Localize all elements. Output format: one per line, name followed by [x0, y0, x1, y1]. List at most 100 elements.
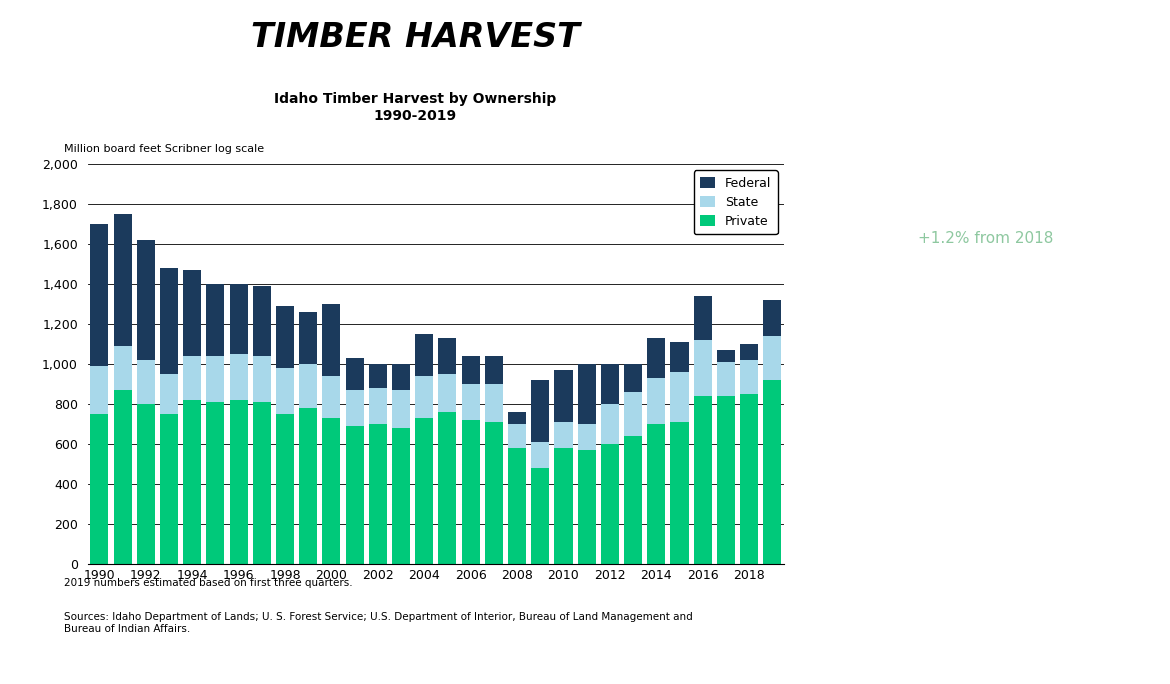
Bar — [113, 391, 131, 564]
Bar — [184, 400, 201, 564]
Bar — [531, 380, 549, 443]
Bar — [741, 360, 758, 394]
Bar — [555, 422, 572, 448]
Bar — [508, 412, 526, 424]
Bar — [439, 338, 456, 374]
Bar — [462, 420, 480, 564]
Bar — [670, 372, 688, 422]
Bar — [90, 366, 109, 415]
Bar — [253, 402, 270, 564]
Bar — [160, 415, 178, 564]
Bar — [462, 356, 480, 384]
Text: 14%: 14% — [925, 538, 1046, 586]
Bar — [555, 370, 572, 422]
Bar — [206, 402, 225, 564]
Bar — [647, 378, 666, 424]
Bar — [369, 389, 387, 424]
Bar — [741, 344, 758, 360]
Bar — [694, 396, 711, 564]
Bar — [694, 296, 711, 340]
Bar — [369, 424, 387, 564]
Bar — [763, 380, 782, 564]
Bar — [206, 285, 225, 356]
Bar — [300, 312, 317, 364]
Text: from: from — [938, 366, 985, 384]
Bar — [113, 346, 131, 391]
Bar — [531, 469, 549, 564]
Bar — [276, 415, 294, 564]
Bar — [253, 286, 270, 356]
Bar — [137, 404, 154, 564]
Bar — [624, 392, 642, 436]
Bar — [462, 384, 480, 420]
Bar — [484, 422, 503, 564]
Text: 1.3: 1.3 — [929, 82, 1042, 144]
Bar — [439, 412, 456, 564]
Bar — [415, 418, 433, 564]
Bar — [741, 394, 758, 564]
Text: TIMBER HARVEST: TIMBER HARVEST — [250, 21, 580, 53]
Text: 17%: 17% — [925, 423, 1046, 471]
Bar — [323, 376, 340, 418]
Bar — [508, 424, 526, 448]
Bar — [113, 214, 131, 346]
Bar — [670, 342, 688, 372]
Text: 1990-2019: 1990-2019 — [373, 109, 457, 123]
Text: from Federal lands: from Federal lands — [908, 598, 1064, 617]
Bar — [300, 408, 317, 564]
Text: Idaho Timber Harvest by Ownership: Idaho Timber Harvest by Ownership — [274, 92, 557, 106]
Bar — [601, 404, 619, 445]
Legend: Federal, State, Private: Federal, State, Private — [694, 170, 778, 235]
Bar — [90, 224, 109, 366]
Bar — [392, 391, 410, 428]
Bar — [276, 368, 294, 415]
Bar — [508, 448, 526, 564]
Bar — [717, 350, 735, 363]
Bar — [229, 285, 248, 354]
Bar — [694, 340, 711, 396]
Bar — [253, 356, 270, 402]
Bar — [137, 360, 154, 404]
Bar — [345, 426, 364, 564]
Bar — [555, 448, 572, 564]
Text: Private: Private — [952, 366, 1019, 384]
Bar — [439, 374, 456, 412]
Text: from Private lands: from Private lands — [910, 366, 1061, 384]
Bar — [345, 391, 364, 426]
Bar — [160, 268, 178, 374]
Text: 2019 numbers estimated based on first three quarters.: 2019 numbers estimated based on first th… — [64, 578, 353, 588]
Bar — [184, 356, 201, 400]
Bar — [276, 306, 294, 368]
Bar — [624, 436, 642, 564]
Text: Million board feet Scribner log scale: Million board feet Scribner log scale — [64, 144, 264, 154]
Bar — [763, 300, 782, 337]
Bar — [484, 384, 503, 422]
Bar — [160, 374, 178, 415]
Bar — [647, 424, 666, 564]
Bar — [229, 354, 248, 400]
Bar — [137, 240, 154, 360]
Bar — [601, 364, 619, 404]
Text: from State lands: from State lands — [917, 482, 1054, 501]
Bar — [323, 418, 340, 564]
Bar — [415, 334, 433, 376]
Bar — [415, 376, 433, 418]
Bar — [601, 445, 619, 564]
Text: +1.2% from 2018: +1.2% from 2018 — [918, 231, 1053, 246]
Bar — [578, 424, 596, 450]
Bar — [323, 304, 340, 376]
Bar — [578, 364, 596, 424]
Bar — [392, 364, 410, 391]
Bar — [531, 443, 549, 469]
Text: Sources: Idaho Department of Lands; U. S. Forest Service; U.S. Department of Int: Sources: Idaho Department of Lands; U. S… — [64, 612, 693, 634]
Bar — [578, 450, 596, 564]
Bar — [717, 363, 735, 396]
Bar — [345, 358, 364, 391]
Text: 69%: 69% — [925, 307, 1046, 355]
Bar — [229, 400, 248, 564]
Bar — [90, 415, 109, 564]
Bar — [670, 422, 688, 564]
Bar — [369, 364, 387, 389]
Bar — [206, 356, 225, 402]
Bar — [717, 396, 735, 564]
